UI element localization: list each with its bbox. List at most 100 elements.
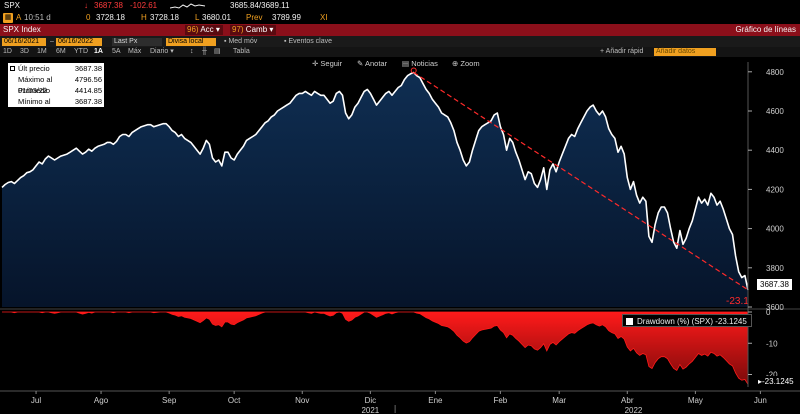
add-data-input[interactable]: Añadir datos <box>654 48 716 56</box>
index-name[interactable]: SPX Index <box>3 25 41 34</box>
candle-icon[interactable]: ╫ <box>202 48 207 55</box>
currency-select[interactable]: Divisa local <box>166 38 216 46</box>
drawdown-legend-swatch-icon <box>626 318 633 325</box>
crosshair-icon: ✛ <box>312 59 319 68</box>
quick-add-button[interactable]: + Añadir rápid <box>600 48 644 55</box>
chart-icon[interactable]: ▦ <box>3 13 13 23</box>
x-tick-label: Ago <box>94 396 109 405</box>
lines-icon[interactable]: ↕ <box>190 48 194 55</box>
drawdown-axis-value: -23.1245 <box>762 377 794 386</box>
x-tick-label: Sep <box>162 396 177 405</box>
acc-label: Acc <box>200 25 214 34</box>
range-1d[interactable]: 1D <box>3 48 12 55</box>
range-ytd[interactable]: YTD <box>74 48 88 55</box>
pencil-icon: ✎ <box>357 59 364 68</box>
camb-label: Camb <box>245 25 268 34</box>
legend-row-low: Mínimo al 06/16/22 3687.38 <box>8 96 104 117</box>
acc-button[interactable]: 96) Acc ▾ <box>185 25 223 35</box>
range-1a[interactable]: 1A <box>94 48 103 55</box>
quick-add-label: Añadir rápid <box>605 48 644 55</box>
follow-button[interactable]: ✛ Seguir <box>312 58 342 70</box>
eventos-label: Eventos clave <box>288 38 333 45</box>
dd-y-tick-label: -10 <box>766 339 778 348</box>
quote-bar: SPX ↓ 3687.38 -102.61 3685.84/3689.11 <box>0 0 800 12</box>
x-tick-label: May <box>688 396 703 405</box>
price-legend: Últ precio 3687.38 Máximo al 01/03/22 4796… <box>8 63 104 117</box>
x-tick-label: Dic <box>365 396 377 405</box>
y-tick-label: 4600 <box>766 107 784 116</box>
year-label: 2022 <box>625 406 643 414</box>
table-button[interactable]: Tabla <box>233 48 250 55</box>
ticker-symbol[interactable]: SPX <box>4 1 21 10</box>
dd-y-tick-label: 0 <box>766 308 771 317</box>
frequency-select[interactable]: Diario ▾ <box>150 48 174 55</box>
acc-badge-icon: 96) <box>187 25 199 34</box>
peak-marker <box>410 67 417 74</box>
quote-time: 10:51 d <box>24 13 51 22</box>
chart-type-title: Gráfico de líneas <box>735 25 796 34</box>
drawdown-legend-label: Drawdown (%) (SPX) -23.1245 <box>637 317 747 326</box>
price-chart: -23.1 3600 3800 4000 4200 4400 4600 4800 0 -10 -2… <box>0 62 800 414</box>
sparkline-icon <box>170 3 206 9</box>
range-3d[interactable]: 3D <box>20 48 29 55</box>
key-events-toggle[interactable]: ▪ Eventos clave <box>284 38 333 45</box>
axes-group: 3600 3800 4000 4200 4400 4600 4800 0 -10 -20 Jul Ag… <box>0 62 800 414</box>
bid-ask: 3685.84/3689.11 <box>230 1 290 10</box>
news-button[interactable]: ▤ Noticias <box>402 58 438 70</box>
low-value: 3680.01 <box>202 13 231 22</box>
camb-button[interactable]: 97) Camb ▾ <box>230 25 277 35</box>
bars-icon[interactable]: ▤ <box>214 48 221 55</box>
date-to-field[interactable]: 06/16/2022 <box>56 38 102 46</box>
frequency-label: Diario <box>150 48 169 55</box>
dd-y-tick-label: -20 <box>766 371 778 380</box>
range-5a[interactable]: 5A <box>112 48 121 55</box>
camb-badge-icon: 97) <box>232 25 244 34</box>
x-tick-label: Ene <box>428 396 443 405</box>
high-label: H <box>141 13 147 22</box>
last-price-axis-label: 3687.38 <box>757 279 792 290</box>
range-max[interactable]: Máx <box>128 48 142 55</box>
price-field-select[interactable]: Last Px <box>112 38 162 46</box>
row2-a: A <box>16 13 22 22</box>
open-value: 3728.18 <box>96 13 125 22</box>
price-area <box>2 72 748 307</box>
y-tick-label: 4200 <box>766 185 784 194</box>
open-label: 0 <box>86 13 91 22</box>
legend-value: 4796.56 <box>74 75 102 84</box>
x-tick-label: Oct <box>228 396 241 405</box>
last-price: 3687.38 <box>94 1 123 10</box>
x-tick-label: Abr <box>621 396 634 405</box>
legend-row-last: Últ precio 3687.38 <box>8 63 104 74</box>
moving-avg-toggle[interactable]: ▪ Med móv <box>224 38 258 45</box>
x-tick-label: Jul <box>31 396 41 405</box>
price-change: -102.61 <box>130 1 158 10</box>
prev-label: Prev <box>246 13 263 22</box>
prev-value: 3789.99 <box>272 13 301 22</box>
low-label: L <box>195 13 200 22</box>
zoom-icon: ⊕ <box>452 59 459 68</box>
drawdown-legend: Drawdown (%) (SPX) -23.1245 <box>622 314 752 327</box>
year-label: 2021 <box>361 406 379 414</box>
drawdown-area <box>2 311 749 386</box>
ohlc-bar: ▦ A 10:51 d 0 3728.18 H 3728.18 L 3680.0… <box>0 12 800 24</box>
legend-row-high: Máximo al 01/03/22 4796.56 <box>8 74 104 95</box>
x-tick-label: Feb <box>493 396 507 405</box>
x-tick-label: Mar <box>552 396 566 405</box>
date-separator: – <box>50 38 54 45</box>
price-line <box>1 71 749 291</box>
legend-label: Promedio <box>18 86 51 95</box>
y-tick-label: 4000 <box>766 225 784 234</box>
legend-value: 3687.38 <box>74 97 102 106</box>
date-from-field[interactable]: 06/16/2021 <box>2 38 46 46</box>
drawdown-axis-label: ▸-23.1245 <box>758 376 794 387</box>
y-tick-label: 3800 <box>766 264 784 273</box>
drawdown-trend-line <box>413 71 749 291</box>
zoom-button[interactable]: ⊕ Zoom <box>452 58 480 70</box>
annotate-button[interactable]: ✎ Anotar <box>357 58 387 70</box>
range-6m[interactable]: 6M <box>56 48 66 55</box>
y-tick-label: 4400 <box>766 146 784 155</box>
y-tick-label: 4800 <box>766 68 784 77</box>
legend-row-avg: Promedio 4414.85 <box>8 85 104 96</box>
range-bar <box>0 47 800 57</box>
range-1m[interactable]: 1M <box>37 48 47 55</box>
